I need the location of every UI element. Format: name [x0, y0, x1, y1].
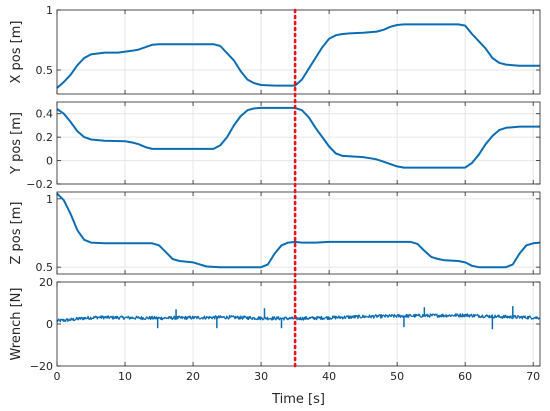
y-tick-label: 20 [39, 276, 53, 289]
x-axis-label: Time [s] [271, 392, 325, 407]
x-tick-label: 50 [390, 370, 404, 383]
y-axis-label: Z pos [m] [9, 202, 24, 265]
y-tick-label: 0.4 [36, 108, 54, 121]
x-tick-label: 40 [322, 370, 336, 383]
x-tick-label: 70 [526, 370, 540, 383]
y-axis-label: X pos [m] [9, 21, 24, 84]
x-tick-label: 20 [186, 370, 200, 383]
y-tick-label: 0 [46, 318, 53, 331]
panel-3: 0.5 1 Z pos [m] [9, 191, 541, 275]
axes-box [56, 9, 541, 95]
y-tick-label: −20 [30, 360, 53, 373]
x-tick-label: 30 [254, 370, 268, 383]
y-tick-label: 0 [46, 155, 53, 168]
x-tick-label: 10 [118, 370, 132, 383]
y-axis-label: Y pos [m] [9, 112, 24, 175]
x-tick-label: 60 [458, 370, 472, 383]
panel-1: 0.5 1 X pos [m] [9, 4, 541, 95]
y-tick-label: 1 [46, 4, 53, 17]
x-tick-label: 0 [54, 370, 61, 383]
series-line-4 [56, 313, 541, 323]
series-line-1 [56, 23, 540, 89]
y-tick-label: 0.5 [36, 261, 54, 274]
axes-box [56, 101, 541, 185]
y-axis-label: Wrench [N] [9, 288, 24, 361]
series-line-3 [56, 192, 541, 269]
y-tick-label: 1 [46, 193, 53, 206]
panel-2: −0.2 0 0.2 0.4 Y pos [m] [9, 101, 541, 191]
axes-box [56, 191, 541, 275]
y-tick-label: −0.2 [26, 178, 53, 191]
series-line-2 [56, 106, 540, 169]
y-tick-label: 0.5 [36, 64, 54, 77]
y-tick-label: 0.2 [36, 131, 54, 144]
